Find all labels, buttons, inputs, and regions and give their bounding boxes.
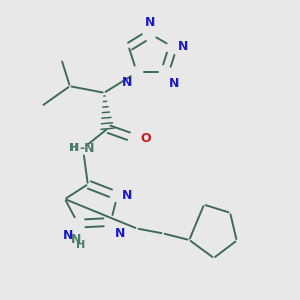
Text: N: N bbox=[115, 227, 125, 240]
Text: N: N bbox=[122, 189, 133, 202]
Text: N: N bbox=[63, 229, 73, 242]
Text: O: O bbox=[140, 132, 151, 145]
Text: N: N bbox=[169, 77, 179, 90]
Text: H: H bbox=[76, 240, 85, 250]
Text: N: N bbox=[145, 16, 155, 29]
Text: N: N bbox=[71, 233, 82, 246]
Text: N: N bbox=[178, 40, 188, 53]
Text: H: H bbox=[70, 143, 79, 153]
Text: N: N bbox=[122, 76, 132, 89]
Text: -N: -N bbox=[79, 142, 94, 155]
Text: H: H bbox=[69, 143, 78, 153]
